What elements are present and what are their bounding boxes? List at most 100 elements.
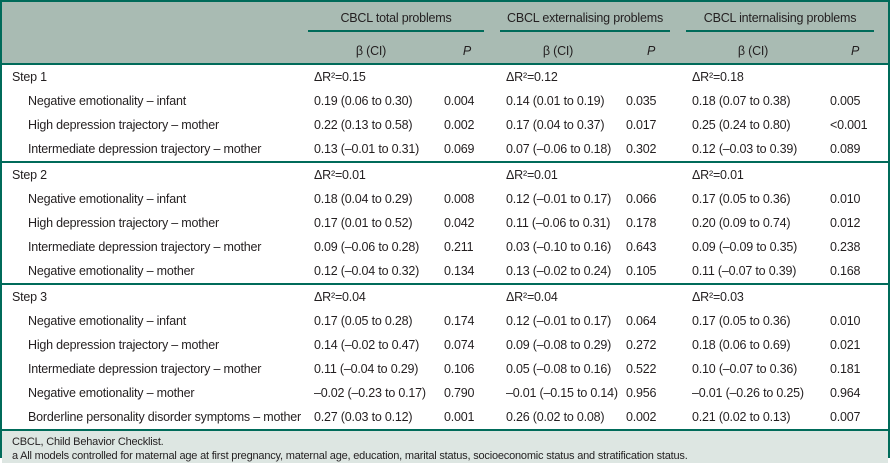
beta-ci-cell: 0.21 (0.02 to 0.13) bbox=[692, 410, 791, 424]
beta-ci-cell: 0.19 (0.06 to 0.30) bbox=[314, 94, 413, 108]
predictor-label: Negative emotionality – infant bbox=[28, 94, 186, 108]
group-header-label: CBCL externalising problems bbox=[500, 5, 671, 32]
delta-r-squared: ΔR²=0.04 bbox=[306, 283, 498, 309]
p-value-cell: 0.004 bbox=[444, 94, 475, 108]
predictor-row: Negative emotionality – infant 0.18 (0.04… bbox=[2, 187, 888, 211]
beta-ci-cell: –0.01 (–0.26 to 0.25) bbox=[692, 386, 804, 400]
empty-header-cell bbox=[2, 32, 306, 65]
beta-ci-cell: 0.09 (–0.08 to 0.29) bbox=[506, 338, 612, 352]
beta-ci-cell: 0.18 (0.04 to 0.29) bbox=[314, 192, 413, 206]
beta-ci-cell: 0.26 (0.02 to 0.08) bbox=[506, 410, 605, 424]
footnote-models: a All models controlled for maternal age… bbox=[12, 450, 688, 462]
p-value-cell: 0.168 bbox=[830, 264, 861, 278]
sub-header-row: β (CI) P β (CI) P β (CI) P bbox=[2, 32, 889, 65]
beta-ci-cell: –0.01 (–0.15 to 0.14) bbox=[506, 386, 618, 400]
beta-ci-cell: 0.14 (–0.02 to 0.47) bbox=[314, 338, 420, 352]
p-value-cell: 0.956 bbox=[626, 386, 657, 400]
delta-r-squared: ΔR²=0.15 bbox=[314, 70, 366, 84]
delta-r-squared: ΔR²=0.04 bbox=[498, 283, 685, 309]
predictor-row: Intermediate depression trajectory – mot… bbox=[2, 235, 888, 259]
delta-r-squared: ΔR²=0.01 bbox=[498, 161, 685, 187]
step-label: Step 2 bbox=[2, 161, 306, 187]
beta-ci-header: β (CI) bbox=[498, 32, 618, 65]
p-value-cell: 0.002 bbox=[444, 118, 475, 132]
p-value-cell: 0.064 bbox=[626, 314, 657, 328]
beta-ci-cell: 0.12 (–0.01 to 0.17) bbox=[506, 192, 612, 206]
p-value-cell: 0.069 bbox=[444, 142, 475, 156]
step-label: Step 3 bbox=[2, 283, 306, 309]
p-value-cell: 0.017 bbox=[626, 118, 657, 132]
p-value-cell: 0.134 bbox=[444, 264, 475, 278]
p-value-cell: 0.035 bbox=[626, 94, 657, 108]
delta-r-squared: ΔR²=0.03 bbox=[684, 283, 889, 309]
column-group-row: CBCL total problems CBCL externalising p… bbox=[2, 2, 889, 32]
predictor-row: Intermediate depression trajectory – mot… bbox=[2, 137, 888, 162]
p-value-cell: 0.178 bbox=[626, 216, 657, 230]
beta-ci-header: β (CI) bbox=[306, 32, 436, 65]
beta-ci-cell: 0.27 (0.03 to 0.12) bbox=[314, 410, 413, 424]
delta-r-squared: ΔR²=0.12 bbox=[506, 70, 558, 84]
step-row: Step 3 ΔR²=0.04 ΔR²=0.04 ΔR²=0.03 bbox=[2, 283, 889, 309]
beta-ci-cell: 0.17 (0.01 to 0.52) bbox=[314, 216, 413, 230]
beta-ci-cell: 0.12 (–0.04 to 0.32) bbox=[314, 264, 420, 278]
p-value-cell: 0.008 bbox=[444, 192, 475, 206]
predictor-label: High depression trajectory – mother bbox=[28, 216, 220, 230]
predictor-row: Borderline personality disorder symptoms… bbox=[2, 405, 888, 429]
p-value-cell: <0.001 bbox=[830, 118, 868, 132]
beta-ci-cell: 0.18 (0.07 to 0.38) bbox=[692, 94, 791, 108]
p-value-cell: 0.522 bbox=[626, 362, 657, 376]
predictor-row: Negative emotionality – mother –0.02 (–0.… bbox=[2, 381, 888, 405]
p-value-cell: 0.238 bbox=[830, 240, 861, 254]
p-value-cell: 0.021 bbox=[830, 338, 861, 352]
beta-ci-cell: 0.17 (0.05 to 0.36) bbox=[692, 192, 791, 206]
footnote-abbreviation: CBCL, Child Behavior Checklist. bbox=[12, 436, 164, 448]
predictor-row: Negative emotionality – infant 0.19 (0.06… bbox=[2, 89, 888, 113]
p-value-cell: 0.010 bbox=[830, 314, 861, 328]
p-value-cell: 0.181 bbox=[830, 362, 861, 376]
beta-ci-cell: 0.11 (–0.04 to 0.29) bbox=[314, 362, 419, 376]
step-row: Step 1 ΔR²=0.15 ΔR²=0.12 ΔR²=0.18 bbox=[2, 64, 888, 89]
beta-ci-cell: 0.20 (0.09 to 0.74) bbox=[692, 216, 791, 230]
predictor-row: High depression trajectory – mother 0.22 … bbox=[2, 113, 888, 137]
step-label: Step 1 bbox=[12, 70, 47, 84]
p-value-cell: 0.042 bbox=[444, 216, 475, 230]
group-header-label: CBCL total problems bbox=[308, 5, 484, 32]
beta-ci-cell: –0.02 (–0.23 to 0.17) bbox=[314, 386, 426, 400]
beta-ci-cell: 0.14 (0.01 to 0.19) bbox=[506, 94, 605, 108]
predictor-label: High depression trajectory – mother bbox=[28, 118, 220, 132]
p-value-cell: 0.074 bbox=[444, 338, 475, 352]
p-value-cell: 0.643 bbox=[626, 240, 657, 254]
delta-r-squared: ΔR²=0.18 bbox=[692, 70, 744, 84]
beta-ci-cell: 0.18 (0.06 to 0.69) bbox=[692, 338, 791, 352]
p-value-cell: 0.302 bbox=[626, 142, 657, 156]
beta-ci-cell: 0.17 (0.05 to 0.28) bbox=[314, 314, 413, 328]
p-value-cell: 0.964 bbox=[830, 386, 861, 400]
predictor-label: High depression trajectory – mother bbox=[28, 338, 220, 352]
p-value-cell: 0.012 bbox=[830, 216, 861, 230]
p-value-cell: 0.010 bbox=[830, 192, 861, 206]
p-value-cell: 0.106 bbox=[444, 362, 475, 376]
beta-ci-cell: 0.17 (0.04 to 0.37) bbox=[506, 118, 605, 132]
group-header-total: CBCL total problems bbox=[306, 2, 498, 32]
p-value-cell: 0.001 bbox=[444, 410, 475, 424]
predictor-row: Negative emotionality – mother 0.12 (–0.0… bbox=[2, 259, 888, 284]
group-header-externalising: CBCL externalising problems bbox=[498, 2, 685, 32]
beta-ci-cell: 0.11 (–0.06 to 0.31) bbox=[506, 216, 611, 230]
p-value-header: P bbox=[822, 32, 889, 65]
beta-ci-cell: 0.25 (0.24 to 0.80) bbox=[692, 118, 791, 132]
predictor-label: Negative emotionality – mother bbox=[28, 386, 195, 400]
beta-ci-cell: 0.13 (–0.01 to 0.31) bbox=[314, 142, 420, 156]
table-header: CBCL total problems CBCL externalising p… bbox=[2, 2, 889, 65]
predictor-label: Intermediate depression trajectory – mot… bbox=[28, 142, 262, 156]
delta-r-squared: ΔR²=0.01 bbox=[306, 161, 498, 187]
beta-ci-cell: 0.07 (–0.06 to 0.18) bbox=[506, 142, 612, 156]
p-value-cell: 0.272 bbox=[626, 338, 657, 352]
beta-ci-cell: 0.17 (0.05 to 0.36) bbox=[692, 314, 791, 328]
group-header-internalising: CBCL internalising problems bbox=[684, 2, 889, 32]
beta-ci-header: β (CI) bbox=[684, 32, 823, 65]
predictor-row: High depression trajectory – mother 0.14 … bbox=[2, 333, 888, 357]
group-header-label: CBCL internalising problems bbox=[686, 5, 875, 32]
p-value-cell: 0.066 bbox=[626, 192, 657, 206]
beta-ci-cell: 0.10 (–0.07 to 0.36) bbox=[692, 362, 798, 376]
